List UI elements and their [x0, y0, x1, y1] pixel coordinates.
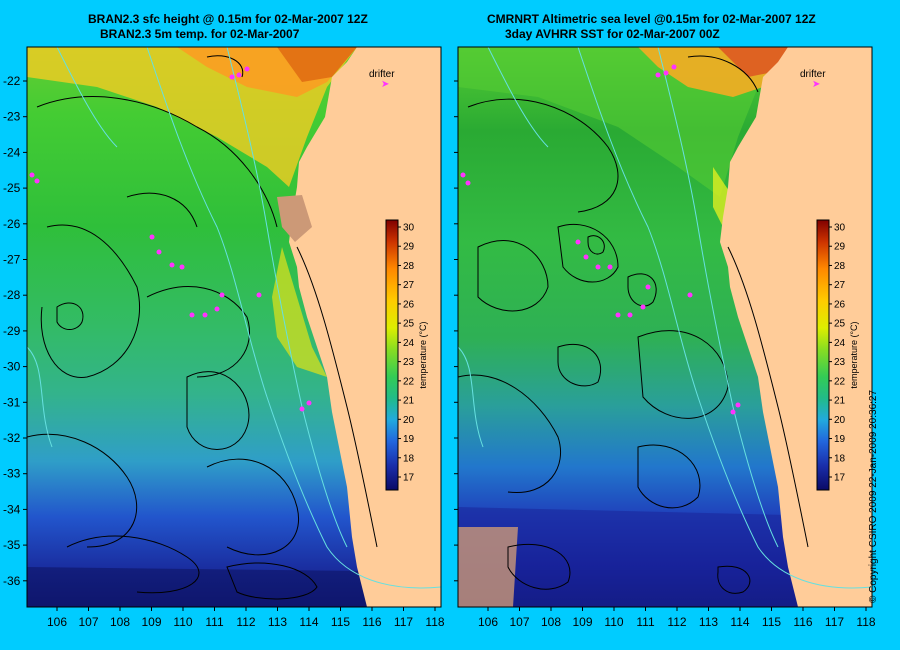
left-drifter-arrow-icon: ➤ — [381, 79, 389, 90]
right-colorbar-tick-label: 30 — [834, 223, 846, 234]
right-colorbar-tick-label: 29 — [834, 242, 846, 253]
right-title-line2: 3day AVHRR SST for 02-Mar-2007 00Z — [505, 27, 720, 41]
left-lon-tick-label: 106 — [47, 615, 67, 629]
right-colorbar — [816, 219, 830, 491]
left-lat-tick-label: -23 — [3, 110, 21, 124]
right-colorbar-tick-label: 22 — [834, 376, 846, 387]
right-lon-tick-label: 112 — [667, 615, 686, 629]
left-colorbar-tick-label: 28 — [403, 261, 415, 272]
left-lat-tick-label: -32 — [3, 431, 21, 445]
left-lon-tick-label: 117 — [394, 615, 413, 629]
right-lon-tick-label: 118 — [856, 615, 875, 629]
right-map-frame — [457, 46, 873, 608]
left-lon-tick-label: 113 — [268, 615, 287, 629]
left-lat-tick-label: -28 — [3, 288, 21, 302]
right-colorbar-tick-label: 25 — [834, 319, 846, 330]
left-lat-tick-label: -25 — [3, 181, 21, 195]
left-lon-tick-label: 108 — [110, 615, 130, 629]
left-colorbar — [385, 219, 399, 491]
axes-layer: 106 107 108 109 110 111 112 113 114 115 116 117 118 -… — [3, 46, 876, 629]
right-colorbar-tick-label: 26 — [834, 299, 846, 310]
copyright-text: © Copyright CSIRO 2009 22-Jan-2009 20:36… — [868, 389, 879, 603]
left-title-line2: BRAN2.3 5m temp. for 02-Mar-2007 — [100, 27, 300, 41]
right-colorbar-label: temperature (°C) — [849, 321, 859, 388]
left-map: drifter ➤ — [27, 47, 441, 607]
left-lon-tick-label: 109 — [141, 615, 161, 629]
left-colorbar-tick-label: 30 — [403, 223, 415, 234]
left-colorbar-tick-label: 19 — [403, 434, 415, 445]
right-colorbar-tick-label: 27 — [834, 280, 846, 291]
right-colorbar-tick-label: 18 — [834, 453, 846, 464]
left-lon-tick-label: 110 — [173, 615, 192, 629]
colorbars: 30 29 28 27 26 25 24 23 22 21 20 19 18 17 temperature … — [385, 219, 859, 491]
left-title-line1: BRAN2.3 sfc height @ 0.15m for 02-Mar-20… — [88, 12, 368, 26]
right-lon-tick-label: 107 — [509, 615, 529, 629]
left-lon-tick-label: 115 — [331, 615, 350, 629]
left-lon-tick-label: 116 — [362, 615, 381, 629]
right-map: drifter ➤ — [458, 47, 872, 607]
left-map-frame — [26, 46, 442, 608]
right-colorbar-tick-label: 28 — [834, 261, 846, 272]
left-colorbar-tick-label: 18 — [403, 453, 415, 464]
right-colorbar-tick-label: 24 — [834, 338, 846, 349]
left-lat-tick-label: -36 — [3, 574, 21, 588]
right-lon-tick-label: 111 — [636, 615, 655, 629]
left-lat-tick-label: -29 — [3, 324, 21, 338]
left-lon-tick-label: 112 — [236, 615, 255, 629]
right-colorbar-tick-label: 17 — [834, 473, 846, 484]
right-drifter-label: drifter — [800, 69, 826, 80]
left-colorbar-tick-label: 29 — [403, 242, 415, 253]
left-lat-tick-label: -30 — [3, 360, 21, 374]
left-lat-tick-label: -22 — [3, 74, 21, 88]
right-drifter-arrow-icon: ➤ — [812, 79, 820, 90]
right-lon-tick-label: 109 — [572, 615, 592, 629]
left-colorbar-tick-label: 17 — [403, 473, 415, 484]
right-colorbar-tick-label: 21 — [834, 396, 846, 407]
left-lat-tick-label: -24 — [3, 145, 21, 159]
right-title-line1: CMRNRT Altimetric sea level @0.15m for 0… — [487, 12, 816, 26]
left-colorbar-tick-label: 25 — [403, 319, 415, 330]
left-colorbar-tick-label: 21 — [403, 396, 415, 407]
left-lon-tick-label: 118 — [425, 615, 444, 629]
left-colorbar-tick-label: 26 — [403, 299, 415, 310]
left-lon-tick-label: 111 — [205, 615, 224, 629]
right-drifter-tracks — [460, 64, 741, 415]
left-lat-tick-label: -33 — [3, 467, 21, 481]
right-lon-tick-label: 116 — [793, 615, 812, 629]
right-lon-tick-label: 106 — [478, 615, 498, 629]
left-drifter-label: drifter — [369, 69, 395, 80]
left-lat-tick-label: -27 — [3, 253, 21, 267]
left-colorbar-tick-label: 23 — [403, 357, 415, 368]
right-lon-tick-label: 110 — [604, 615, 623, 629]
left-colorbar-tick-label: 24 — [403, 338, 415, 349]
right-lon-tick-label: 114 — [730, 615, 749, 629]
left-lat-tick-label: -34 — [3, 502, 21, 516]
left-colorbar-tick-label: 20 — [403, 415, 415, 426]
left-lon-tick-label: 114 — [299, 615, 318, 629]
left-colorbar-tick-label: 27 — [403, 280, 415, 291]
right-colorbar-tick-label: 23 — [834, 357, 846, 368]
right-lon-tick-label: 115 — [762, 615, 781, 629]
left-lon-tick-label: 107 — [78, 615, 98, 629]
left-lat-tick-label: -35 — [3, 538, 21, 552]
left-colorbar-label: temperature (°C) — [418, 321, 428, 388]
left-colorbar-tick-label: 22 — [403, 376, 415, 387]
left-drifter-tracks — [29, 66, 312, 412]
right-lon-tick-label: 117 — [825, 615, 844, 629]
right-colorbar-tick-label: 20 — [834, 415, 846, 426]
right-lon-tick-label: 113 — [699, 615, 718, 629]
left-lat-tick-label: -26 — [3, 217, 21, 231]
left-lat-tick-label: -31 — [3, 395, 21, 409]
right-colorbar-tick-label: 19 — [834, 434, 846, 445]
right-lon-tick-label: 108 — [541, 615, 561, 629]
